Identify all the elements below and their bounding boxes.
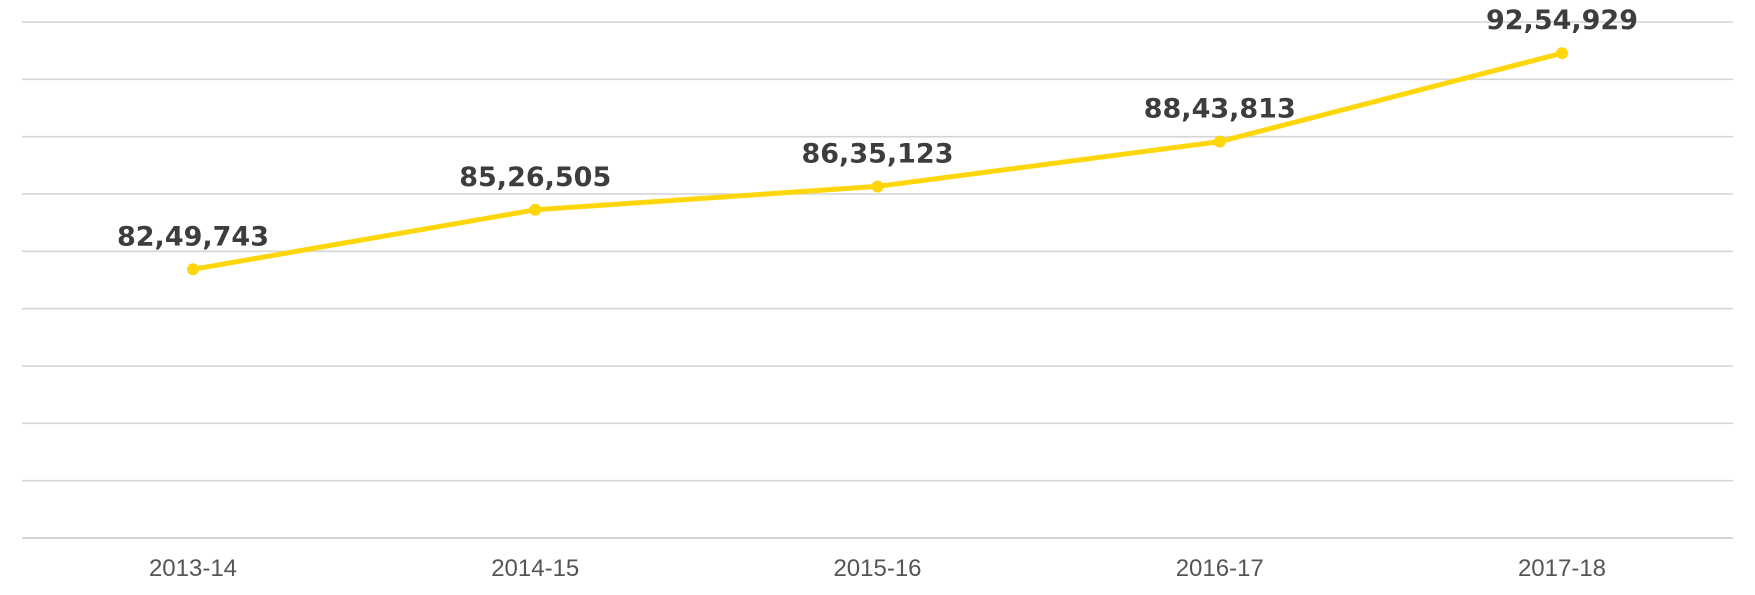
data-label: 88,43,813: [1144, 94, 1296, 125]
x-tick-labels: 2013-14 2014-15 2015-16 2016-17 2017-18: [149, 555, 1606, 582]
data-label: 92,54,929: [1486, 5, 1638, 36]
data-label: 85,26,505: [459, 162, 611, 193]
data-point: [1556, 47, 1568, 60]
data-label: 86,35,123: [801, 138, 953, 169]
x-tick-label: 2015-16: [833, 555, 921, 582]
gridlines: [22, 21, 1733, 482]
data-point: [529, 203, 542, 216]
x-tick-label: 2014-15: [491, 555, 579, 582]
x-tick-label: 2016-17: [1176, 555, 1264, 582]
x-tick-label: 2017-18: [1518, 555, 1606, 582]
x-tick-label: 2013-14: [149, 555, 237, 582]
data-points: [187, 47, 1568, 276]
data-point: [871, 180, 884, 193]
data-point: [187, 263, 199, 276]
data-label: 82,49,743: [117, 221, 269, 252]
data-point: [1213, 135, 1226, 148]
data-labels: 82,49,743 85,26,505 86,35,123 88,43,813 92,5…: [117, 5, 1638, 252]
